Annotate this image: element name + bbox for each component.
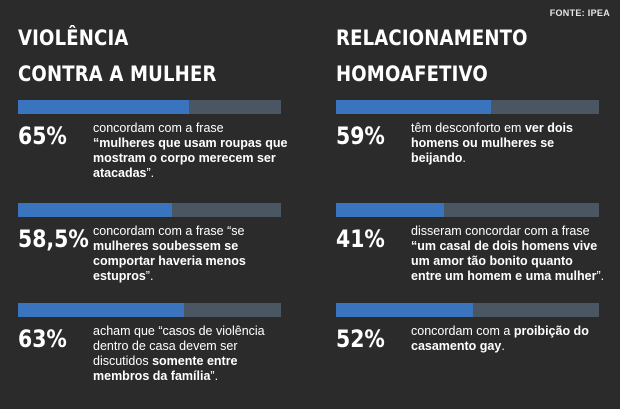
bar-track	[18, 203, 281, 217]
description-segment: “um casal de dois homens vive um amor tã…	[411, 239, 598, 283]
stat-description: concordam com a frase “mulheres que usam…	[93, 121, 288, 181]
percentage-label: 65%	[18, 122, 67, 150]
description-segment: disseram concordar com a frase	[411, 224, 590, 238]
description-segment: mulheres soubessem se comportar haveria …	[93, 239, 246, 283]
percentage-label: 63%	[18, 325, 67, 353]
chart-title-line-1: VIOLÊNCIA	[18, 26, 129, 50]
bar-fill	[336, 303, 473, 317]
description-segment: têm desconforto em	[411, 121, 525, 135]
bar-fill	[336, 100, 492, 114]
chart-title-line-1: RELACIONAMENTO	[336, 26, 528, 50]
stat-description: têm desconforto em ver dois homens ou mu…	[411, 121, 606, 166]
description-segment: .	[462, 151, 466, 165]
description-segment: ”.	[596, 269, 605, 283]
description-segment: acham que “casos de violência dentro de …	[93, 324, 265, 368]
description-segment: proibição do casamento gay	[411, 324, 589, 353]
bar-fill	[18, 100, 189, 114]
description-segment: “mulheres que usam roupas que mostram o …	[93, 136, 288, 180]
stat-description: concordam com a frase “se mulheres soube…	[93, 224, 288, 284]
chart-title-line-2: HOMOAFETIVO	[336, 62, 488, 86]
description-segment: ”.	[146, 166, 155, 180]
percentage-label: 58,5%	[18, 225, 89, 253]
chart-title: RELACIONAMENTO HOMOAFETIVO	[336, 20, 528, 92]
chart-title: VIOLÊNCIA CONTRA A MULHER	[18, 20, 217, 92]
percentage-label: 41%	[336, 225, 385, 253]
bar-fill	[18, 303, 184, 317]
bar-fill	[18, 203, 172, 217]
chart-title-line-2: CONTRA A MULHER	[18, 62, 217, 86]
bar-track	[336, 203, 599, 217]
description-segment: ”.	[145, 269, 154, 283]
description-segment: concordam com a	[411, 324, 514, 338]
percentage-label: 52%	[336, 325, 385, 353]
bar-track	[18, 303, 281, 317]
percentage-label: 59%	[336, 122, 385, 150]
bar-track	[336, 303, 599, 317]
source-label: FONTE: IPEA	[549, 8, 610, 18]
description-segment: .	[501, 339, 505, 353]
description-segment: concordam com a frase	[93, 121, 224, 135]
description-segment: ”.	[210, 369, 219, 383]
stat-description: concordam com a proibição do casamento g…	[411, 324, 606, 354]
description-segment: ver dois homens ou mulheres se beijando	[411, 121, 573, 165]
bar-track	[336, 100, 599, 114]
description-segment: somente entre membros da família	[93, 354, 238, 383]
bar-fill	[336, 203, 444, 217]
stat-description: acham que “casos de violência dentro de …	[93, 324, 288, 384]
stat-description: disseram concordar com a frase “um casal…	[411, 224, 606, 284]
bar-track	[18, 100, 281, 114]
description-segment: concordam com a frase “se	[93, 224, 245, 238]
